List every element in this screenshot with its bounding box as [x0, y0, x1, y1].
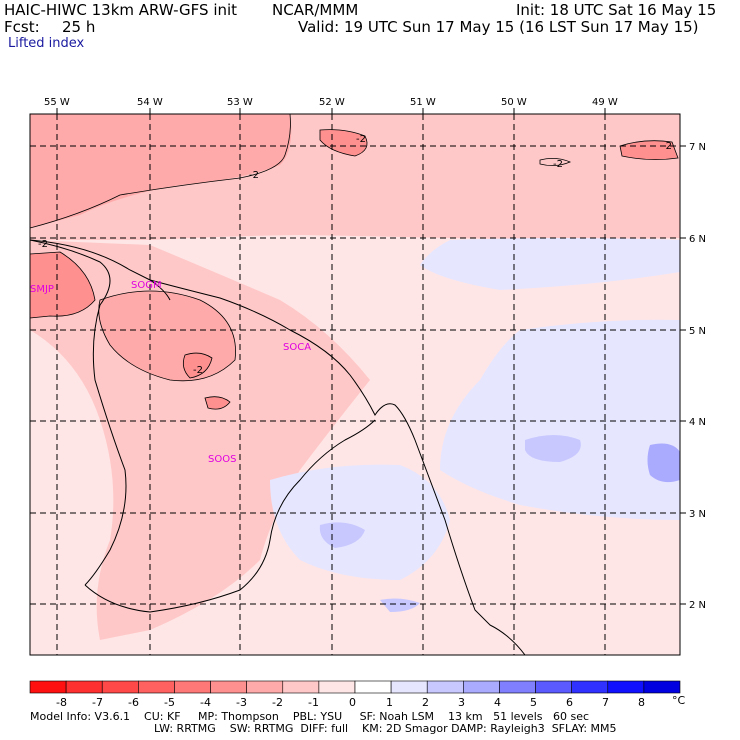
init-time: Init: 18 UTC Sat 16 May 15: [516, 1, 717, 19]
contour-label: -2: [249, 170, 259, 181]
contour-label: -2: [38, 239, 48, 250]
colorbar-tick: 8: [638, 696, 645, 709]
lat-label: 3 N: [689, 509, 706, 520]
lon-label: 54 W: [137, 97, 163, 108]
colorbar-swatch: [246, 680, 284, 694]
colorbar-swatch: [535, 680, 572, 694]
lon-label: 53 W: [227, 97, 253, 108]
latitude-labels: 7 N 6 N 5 N 4 N 3 N 2 N: [689, 142, 706, 611]
colorbar-swatch: [174, 680, 211, 694]
colorbar-labels: -8 -7 -6 -5 -4 -3 -2 -1 0 1 2 3 4 5 6 7 …: [56, 694, 686, 709]
lon-label: 49 W: [592, 97, 618, 108]
valid-time: Valid: 19 UTC Sun 17 May 15 (16 LST Sun …: [298, 18, 699, 36]
colorbar-tick: -2: [272, 696, 283, 709]
colorbar-tick: 6: [566, 696, 573, 709]
colorbar-swatch: [29, 680, 67, 694]
lat-label: 7 N: [689, 142, 706, 153]
colorbar-tick: 7: [602, 696, 609, 709]
contour-lines: [29, 113, 679, 410]
contour-label-group: -2 -2 -2 -2 -2 -2: [38, 134, 672, 376]
lon-label: 52 W: [319, 97, 345, 108]
lon-label: 50 W: [501, 97, 527, 108]
longitude-labels: 55 W 54 W 53 W 52 W 51 W 50 W 49 W: [44, 97, 618, 108]
lat-label: 6 N: [689, 234, 706, 245]
field-shading: [30, 114, 680, 655]
graticule: [30, 114, 680, 655]
fcst-label: Fcst:: [4, 18, 40, 36]
colorbar-swatch: [607, 680, 645, 694]
colorbar-swatch: [643, 680, 681, 694]
lat-label: 2 N: [689, 600, 706, 611]
colorbar: [29, 680, 681, 694]
colorbar-tick: -4: [200, 696, 211, 709]
footer-line-1: Model Info: V3.6.1 CU: KF MP: Thompson P…: [30, 710, 590, 723]
map-frame: [29, 113, 681, 656]
colorbar-swatch: [65, 680, 103, 694]
colorbar-swatch: [463, 680, 500, 694]
colorbar-swatch: [499, 680, 536, 694]
colorbar-swatch: [101, 680, 139, 694]
footer-line-2: LW: RRTMG SW: RRTMG DIFF: full KM: 2D Sm…: [154, 722, 617, 735]
coastline: [30, 239, 526, 655]
station-labels: SMJP SOGM SOCA SOOS: [30, 280, 311, 465]
contour-label: -2: [553, 159, 563, 170]
colorbar-unit: °C: [672, 694, 686, 707]
colorbar-swatch: [138, 680, 175, 694]
lon-label: 55 W: [44, 97, 70, 108]
axis-ticks: [56, 108, 686, 605]
colorbar-tick: -5: [164, 696, 175, 709]
colorbar-swatch: [390, 680, 428, 694]
colorbar-tick: -6: [128, 696, 139, 709]
station-soos: SOOS: [208, 454, 236, 465]
fcst-value: 25 h: [62, 18, 96, 36]
field-name: Lifted index: [8, 36, 85, 51]
colorbar-tick: -3: [236, 696, 247, 709]
colorbar-tick: -7: [92, 696, 103, 709]
contour-label: -2: [193, 365, 203, 376]
colorbar-swatch: [426, 680, 464, 694]
colorbar-tick: 0: [349, 696, 356, 709]
colorbar-tick: 3: [458, 696, 465, 709]
colorbar-tick: 1: [386, 696, 393, 709]
lat-label: 4 N: [689, 417, 706, 428]
lat-label: 5 N: [689, 326, 706, 337]
station-smjp: SMJP: [30, 284, 54, 295]
contour-label: -2: [356, 134, 366, 145]
colorbar-swatch: [318, 680, 356, 694]
lon-label: 51 W: [410, 97, 436, 108]
colorbar-tick: 4: [494, 696, 501, 709]
colorbar-tick: 2: [422, 696, 429, 709]
colorbar-tick: -8: [56, 696, 67, 709]
colorbar-swatch: [282, 680, 320, 694]
colorbar-swatch: [354, 680, 392, 694]
colorbar-tick: 5: [530, 696, 537, 709]
model-title: HAIC-HIWC 13km ARW-GFS init: [4, 1, 238, 19]
colorbar-tick: -1: [308, 696, 319, 709]
station-sogm: SOGM: [131, 280, 162, 291]
contour-label: -2: [662, 141, 672, 152]
colorbar-swatch: [571, 680, 609, 694]
colorbar-swatch: [210, 680, 247, 694]
org-label: NCAR/MMM: [272, 1, 359, 19]
station-soca: SOCA: [283, 342, 311, 353]
